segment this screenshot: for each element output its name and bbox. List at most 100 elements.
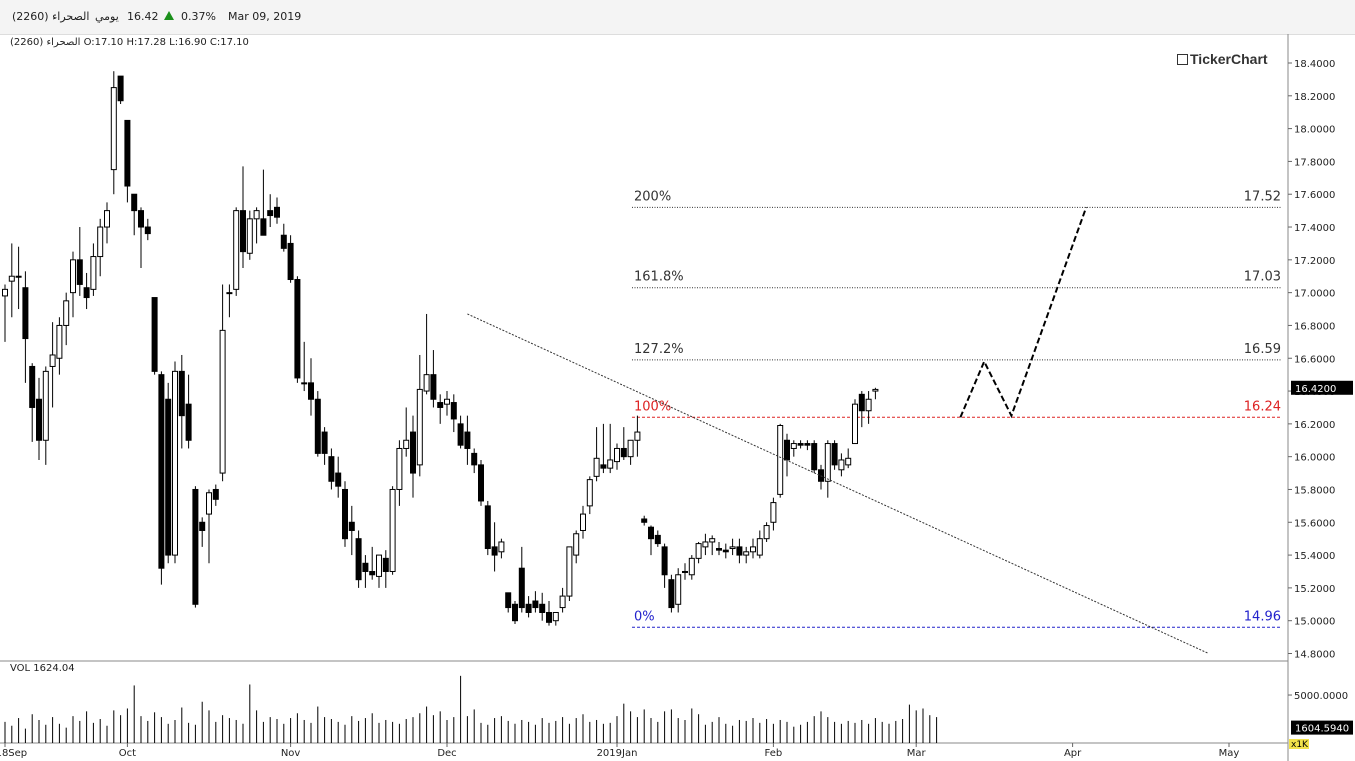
candle-down[interactable] xyxy=(620,447,627,458)
candle-down[interactable] xyxy=(212,488,219,500)
candle-up[interactable] xyxy=(607,459,614,469)
candle-down[interactable] xyxy=(328,456,335,482)
candle-down[interactable] xyxy=(355,538,362,581)
candle-down[interactable] xyxy=(736,546,743,556)
candle-up[interactable] xyxy=(8,275,15,282)
candle-up[interactable] xyxy=(253,210,260,220)
candle-down[interactable] xyxy=(382,557,389,572)
candle-up[interactable] xyxy=(709,538,716,543)
candle-up[interactable] xyxy=(675,574,682,605)
candle-down[interactable] xyxy=(335,472,342,487)
candle-up[interactable] xyxy=(389,488,396,572)
candle-up[interactable] xyxy=(226,292,233,295)
candle-up[interactable] xyxy=(552,611,559,622)
candle-up[interactable] xyxy=(416,388,423,466)
candle-down[interactable] xyxy=(22,287,29,340)
candle-down[interactable] xyxy=(491,546,498,556)
candle-up[interactable] xyxy=(580,513,586,531)
candle-down[interactable] xyxy=(661,546,668,576)
candle-up[interactable] xyxy=(246,218,253,254)
candle-down[interactable] xyxy=(654,534,661,545)
candle-up[interactable] xyxy=(688,557,695,576)
candle-up[interactable] xyxy=(63,300,70,326)
candle-down[interactable] xyxy=(437,402,444,408)
candle-up[interactable] xyxy=(790,443,797,449)
candle-up[interactable] xyxy=(872,388,879,392)
candle-down[interactable] xyxy=(314,398,321,454)
candle-down[interactable] xyxy=(484,505,491,550)
candle-down[interactable] xyxy=(138,210,144,228)
candle-down[interactable] xyxy=(518,567,525,609)
price-chart[interactable]: 18.4000 18.2000 18.0000 17.8000 17.6000 17.40… xyxy=(0,34,1355,761)
candle-up[interactable] xyxy=(376,554,382,577)
candle-down[interactable] xyxy=(199,521,206,531)
candle-up[interactable] xyxy=(729,546,736,550)
candle-down[interactable] xyxy=(117,75,124,102)
candle-down[interactable] xyxy=(512,603,518,622)
candle-down[interactable] xyxy=(811,443,818,471)
candle-up[interactable] xyxy=(634,431,641,441)
candle-up[interactable] xyxy=(396,447,403,490)
candle-up[interactable] xyxy=(301,382,308,385)
candle-down[interactable] xyxy=(342,488,348,540)
candle-up[interactable] xyxy=(845,457,852,466)
candle-up[interactable] xyxy=(110,87,117,171)
candle-down[interactable] xyxy=(348,521,355,531)
candle-down[interactable] xyxy=(280,234,287,249)
candle-down[interactable] xyxy=(29,365,36,408)
candle-down[interactable] xyxy=(600,464,607,469)
candle-down[interactable] xyxy=(36,398,42,441)
candle-up[interactable] xyxy=(444,398,450,405)
candle-down[interactable] xyxy=(274,206,280,218)
candle-down[interactable] xyxy=(471,452,478,466)
candle-down[interactable] xyxy=(648,526,654,540)
candle-down[interactable] xyxy=(464,431,471,449)
candle-up[interactable] xyxy=(90,256,97,290)
candle-down[interactable] xyxy=(287,242,294,281)
candle-down[interactable] xyxy=(321,431,328,454)
candle-down[interactable] xyxy=(457,423,464,446)
candle-up[interactable] xyxy=(743,551,750,556)
period-label[interactable]: يومي xyxy=(95,10,119,23)
candle-up[interactable] xyxy=(614,447,620,463)
candle-up[interactable] xyxy=(852,403,858,445)
candle-up[interactable] xyxy=(763,525,770,540)
candle-down[interactable] xyxy=(410,431,416,474)
candle-down[interactable] xyxy=(151,297,158,372)
candle-down[interactable] xyxy=(192,488,199,605)
candle-up[interactable] xyxy=(824,443,831,482)
candle-up[interactable] xyxy=(42,370,49,441)
candle-down[interactable] xyxy=(267,210,274,217)
candle-up[interactable] xyxy=(865,398,872,412)
candle-up[interactable] xyxy=(750,546,756,553)
candle-up[interactable] xyxy=(233,210,240,290)
candle-down[interactable] xyxy=(831,443,838,466)
projection-path[interactable] xyxy=(959,207,1088,419)
candle-up[interactable] xyxy=(695,543,702,559)
trendline[interactable] xyxy=(467,313,1209,654)
candle-down[interactable] xyxy=(83,287,90,299)
candle-up[interactable] xyxy=(777,425,784,495)
candle-down[interactable] xyxy=(539,603,546,613)
candle-down[interactable] xyxy=(76,259,83,285)
candle-down[interactable] xyxy=(369,570,376,576)
candle-down[interactable] xyxy=(185,403,192,441)
candle-down[interactable] xyxy=(165,398,172,556)
candle-down[interactable] xyxy=(797,443,804,446)
candle-down[interactable] xyxy=(240,210,246,253)
candle-up[interactable] xyxy=(172,370,178,556)
candle-down[interactable] xyxy=(505,592,512,609)
candle-down[interactable] xyxy=(131,193,138,212)
candle-down[interactable] xyxy=(641,518,648,523)
candle-down[interactable] xyxy=(144,226,151,235)
candle-down[interactable] xyxy=(124,119,131,187)
candle-up[interactable] xyxy=(756,538,763,556)
candle-up[interactable] xyxy=(770,502,777,523)
candle-down[interactable] xyxy=(722,549,729,553)
candle-up[interactable] xyxy=(593,457,600,477)
candle-down[interactable] xyxy=(260,218,267,236)
candle-down[interactable] xyxy=(362,562,369,572)
symbol-title[interactable]: الصحراء (2260) xyxy=(12,10,90,23)
candle-down[interactable] xyxy=(532,600,539,609)
candle-up[interactable] xyxy=(104,210,110,228)
